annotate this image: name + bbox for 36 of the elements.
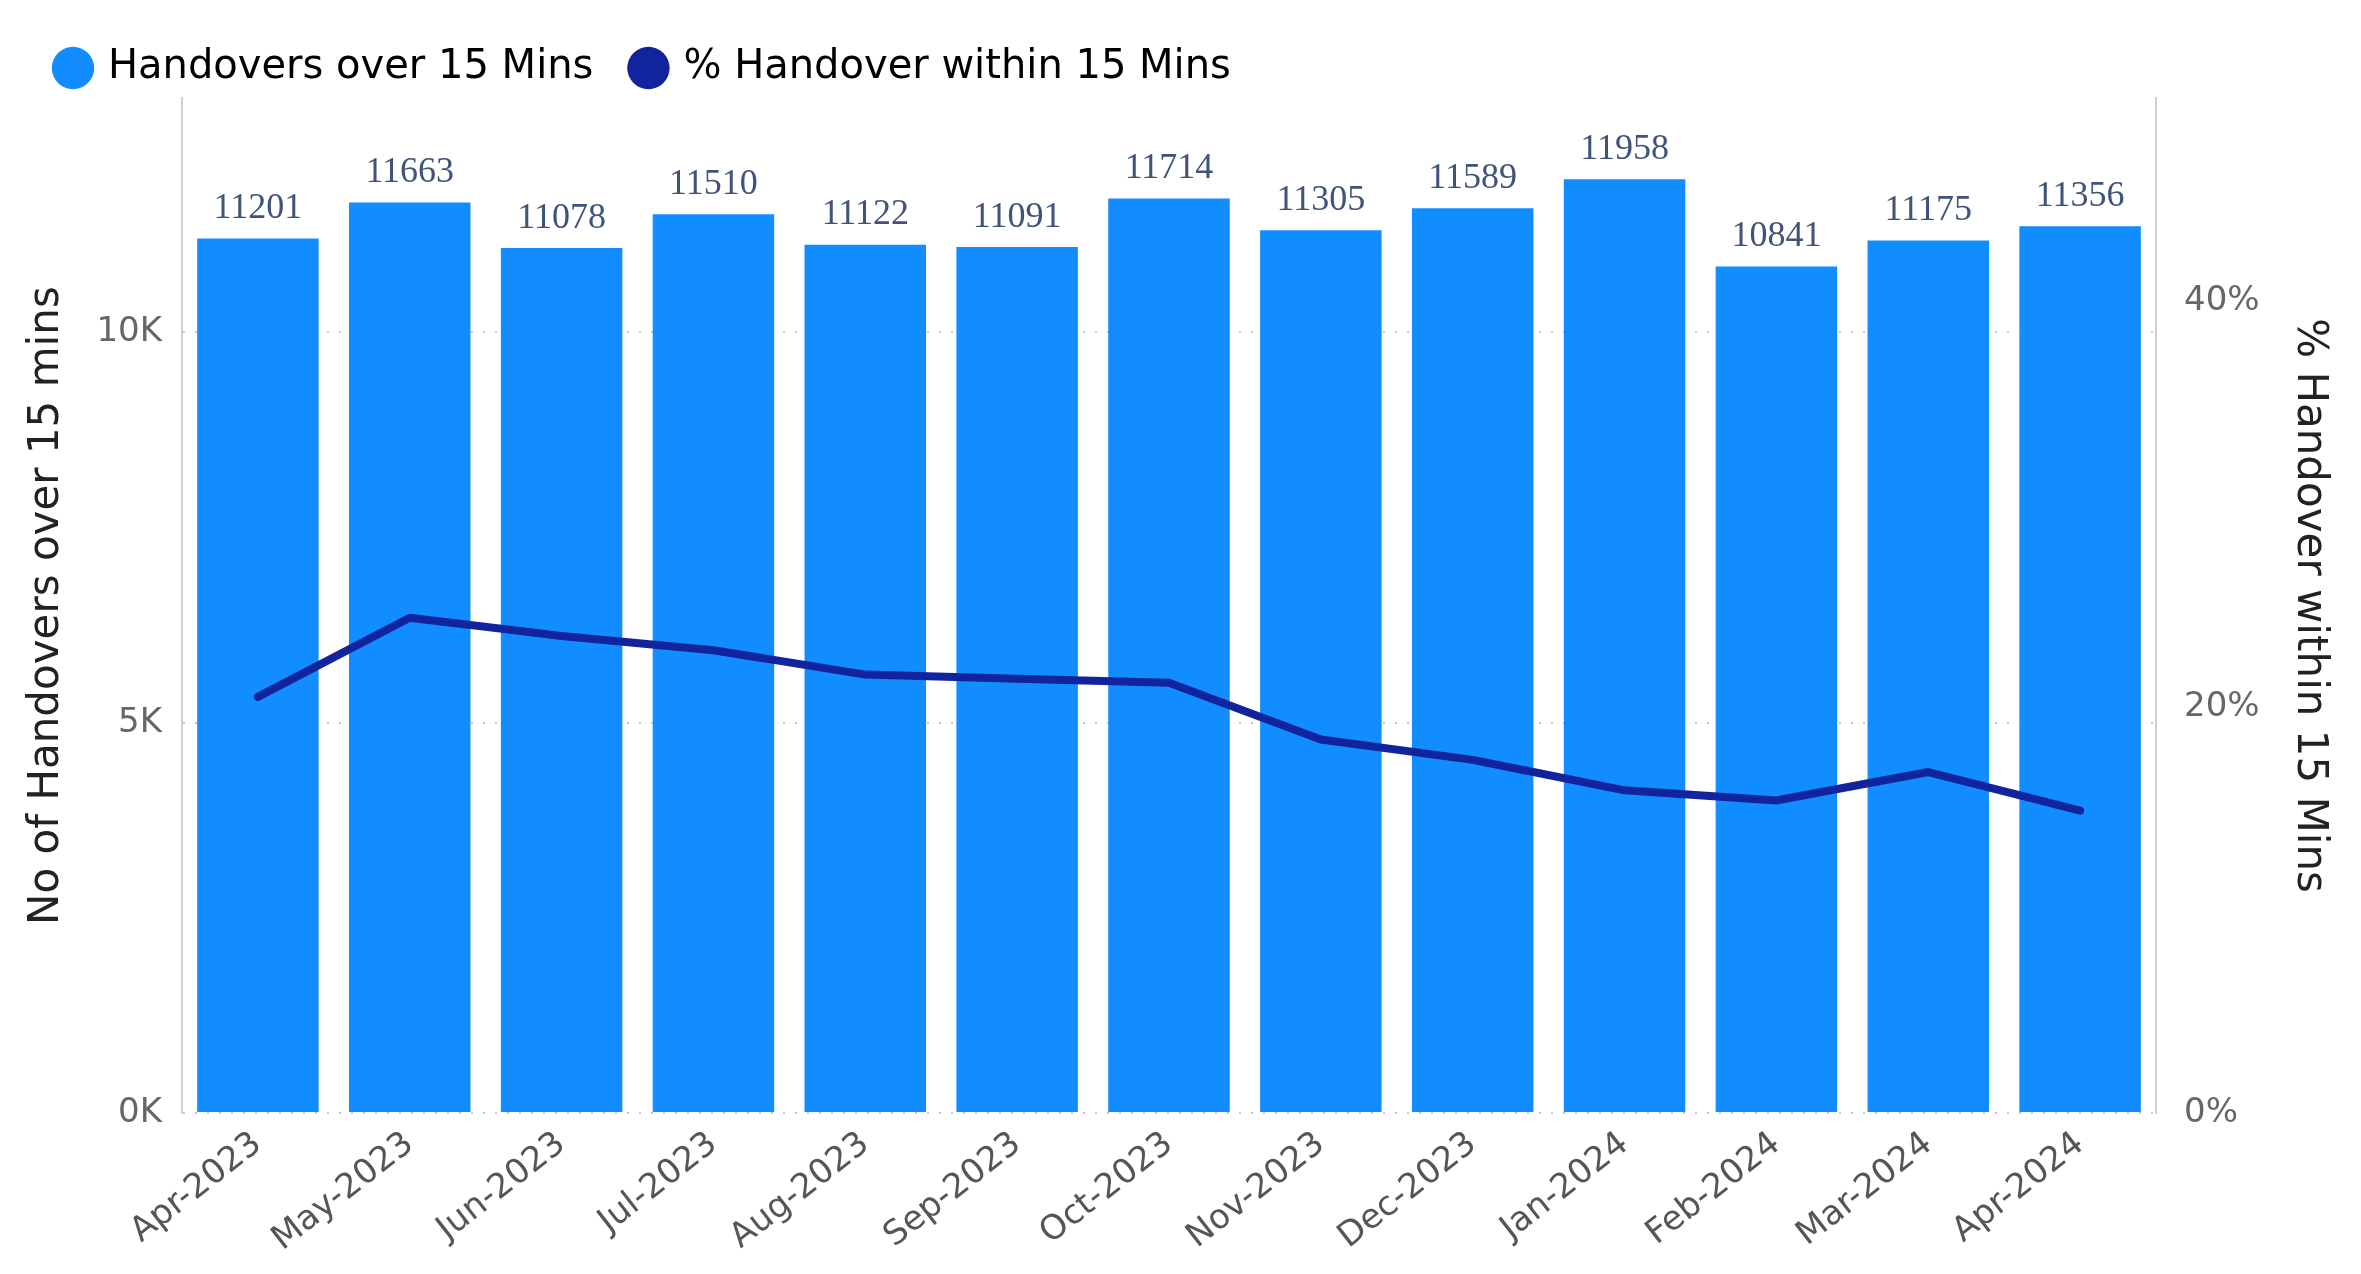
data-label: 11078 [517, 195, 606, 236]
data-label: 11589 [1428, 155, 1518, 196]
data-label: 11091 [972, 194, 1062, 235]
y2-tick-label: 20% [2184, 683, 2260, 724]
data-label: 11663 [365, 149, 455, 190]
data-label: 11356 [2035, 173, 2125, 214]
data-label: 11201 [213, 185, 303, 226]
legend-label: % Handover within 15 Mins [683, 41, 1231, 88]
y-tick-label: 10K [96, 309, 164, 350]
bar [349, 202, 471, 1113]
bar [804, 244, 927, 1113]
bar [652, 214, 775, 1113]
y2-axis-title: % Handover within 15 Mins [2287, 318, 2337, 893]
bar [1867, 240, 1989, 1113]
data-label: 11305 [1276, 177, 1366, 218]
data-label: 11958 [1580, 126, 1669, 167]
y-tick-label: 0K [118, 1089, 164, 1130]
data-label: 11714 [1124, 145, 1214, 186]
y-tick-label: 5K [118, 699, 164, 740]
data-label: 10841 [1731, 214, 1822, 255]
bar [197, 238, 319, 1113]
bar [1260, 230, 1382, 1113]
y2-tick-label: 40% [2184, 277, 2260, 318]
bar [1563, 179, 1686, 1113]
legend-label: Handovers over 15 Mins [108, 41, 594, 88]
data-label: 11122 [821, 192, 909, 233]
y-axis-title: No of Handovers over 15 mins [19, 286, 69, 925]
data-label: 11175 [1884, 187, 1972, 228]
y2-tick-label: 0% [2184, 1089, 2238, 1130]
bar [1108, 198, 1230, 1113]
bar [1411, 208, 1534, 1113]
bar [2019, 226, 2141, 1113]
bar [1715, 266, 1838, 1113]
bar [500, 248, 623, 1113]
data-label: 11510 [669, 161, 758, 202]
bar [956, 247, 1078, 1113]
